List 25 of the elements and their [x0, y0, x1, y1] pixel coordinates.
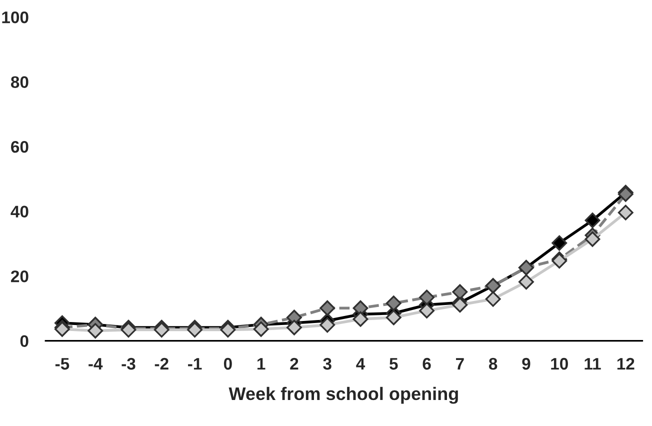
x-tick-label: 12	[617, 358, 634, 370]
y-tick-label: 20	[11, 270, 28, 282]
x-tick-label: 9	[522, 358, 530, 370]
y-tick-label: 0	[20, 335, 28, 348]
x-tick-label: -1	[188, 358, 202, 370]
x-tick-label: 8	[488, 358, 498, 370]
x-tick-label: 5	[390, 358, 398, 370]
x-tick-label: 2	[290, 358, 298, 370]
y-tick-label: 100	[2, 11, 28, 24]
x-tick-label: -3	[122, 358, 136, 370]
x-tick-label: 7	[456, 358, 464, 370]
x-tick-label: 11	[584, 358, 601, 370]
x-tick-label: 1	[257, 358, 266, 370]
x-tick-label: -4	[88, 358, 103, 370]
x-tick-label: 10	[551, 358, 568, 370]
x-tick-label: -5	[55, 358, 70, 370]
y-tick-label: 40	[10, 206, 28, 218]
x-tick-label: 4	[356, 358, 366, 370]
x-tick-label: -2	[154, 358, 168, 370]
x-tick-label: 6	[422, 358, 431, 370]
y-tick-label: 80	[10, 76, 28, 88]
x-tick-label: 0	[224, 358, 232, 370]
x-axis-title: Week from school opening	[228, 386, 458, 404]
y-tick-label: 60	[11, 140, 28, 153]
x-tick-label: 3	[323, 358, 332, 370]
